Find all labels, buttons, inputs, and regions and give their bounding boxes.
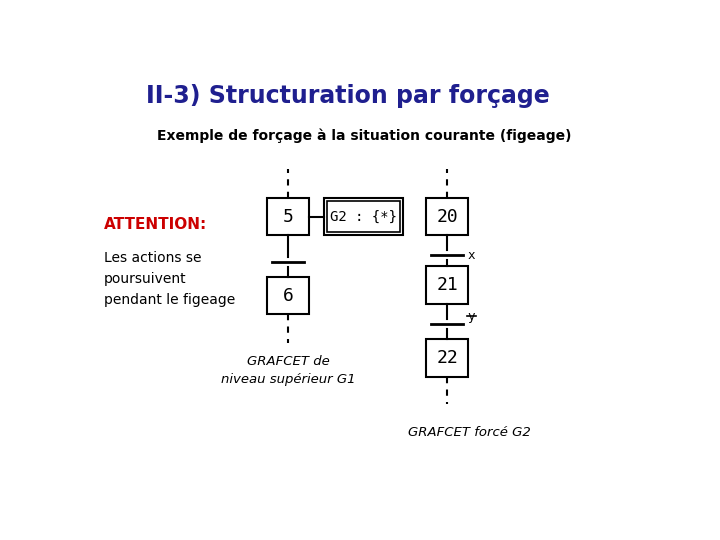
Text: II-3) Structuration par forçage: II-3) Structuration par forçage [145,84,549,108]
Text: x: x [467,249,474,262]
Bar [426,339,468,377]
Text: GRAFCET de
niveau supérieur G1: GRAFCET de niveau supérieur G1 [221,355,356,386]
Text: G2 : {*}: G2 : {*} [330,210,397,224]
Text: 22: 22 [436,349,458,367]
Bar [327,201,400,232]
Text: GRAFCET forcé G2: GRAFCET forcé G2 [408,426,531,439]
Text: 6: 6 [283,287,294,305]
Bar [426,266,468,304]
Text: 21: 21 [436,276,458,294]
Text: Exemple de forçage à la situation courante (figeage): Exemple de forçage à la situation couran… [157,128,572,143]
Bar [324,199,403,235]
Bar [267,198,309,235]
Text: 5: 5 [283,207,294,226]
Text: y: y [467,309,474,322]
Bar [426,198,468,235]
Bar [267,277,309,314]
Text: ATTENTION:: ATTENTION: [104,218,207,232]
Text: Les actions se
poursuivent
pendant le figeage: Les actions se poursuivent pendant le fi… [104,251,235,307]
Text: 20: 20 [436,207,458,226]
